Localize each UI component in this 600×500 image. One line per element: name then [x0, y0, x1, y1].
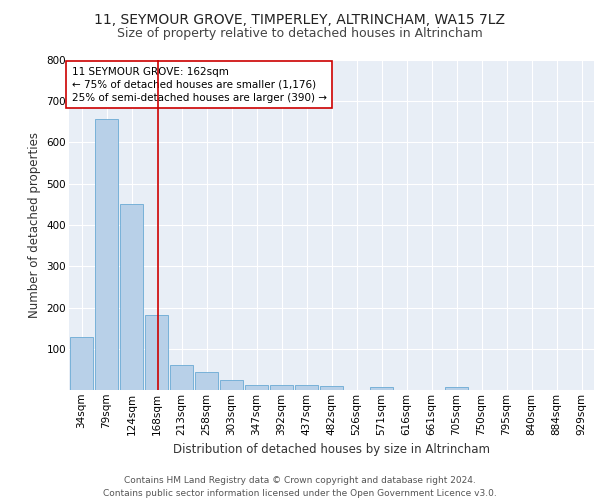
Bar: [119, 204, 143, 390]
Text: 11 SEYMOUR GROVE: 162sqm
← 75% of detached houses are smaller (1,176)
25% of sem: 11 SEYMOUR GROVE: 162sqm ← 75% of detach…: [71, 66, 326, 103]
Bar: [95, 118, 118, 390]
Bar: [370, 386, 394, 390]
Bar: [145, 314, 169, 390]
Bar: [220, 380, 244, 390]
Bar: [170, 365, 193, 390]
Bar: [70, 337, 94, 390]
Text: Size of property relative to detached houses in Altrincham: Size of property relative to detached ho…: [117, 28, 483, 40]
Y-axis label: Number of detached properties: Number of detached properties: [28, 132, 41, 318]
Bar: [445, 386, 469, 390]
Bar: [269, 384, 293, 390]
Bar: [295, 386, 319, 390]
Bar: [320, 386, 343, 390]
Bar: [194, 372, 218, 390]
Bar: [245, 385, 268, 390]
Text: 11, SEYMOUR GROVE, TIMPERLEY, ALTRINCHAM, WA15 7LZ: 11, SEYMOUR GROVE, TIMPERLEY, ALTRINCHAM…: [95, 12, 505, 26]
Text: Contains HM Land Registry data © Crown copyright and database right 2024.
Contai: Contains HM Land Registry data © Crown c…: [103, 476, 497, 498]
X-axis label: Distribution of detached houses by size in Altrincham: Distribution of detached houses by size …: [173, 443, 490, 456]
